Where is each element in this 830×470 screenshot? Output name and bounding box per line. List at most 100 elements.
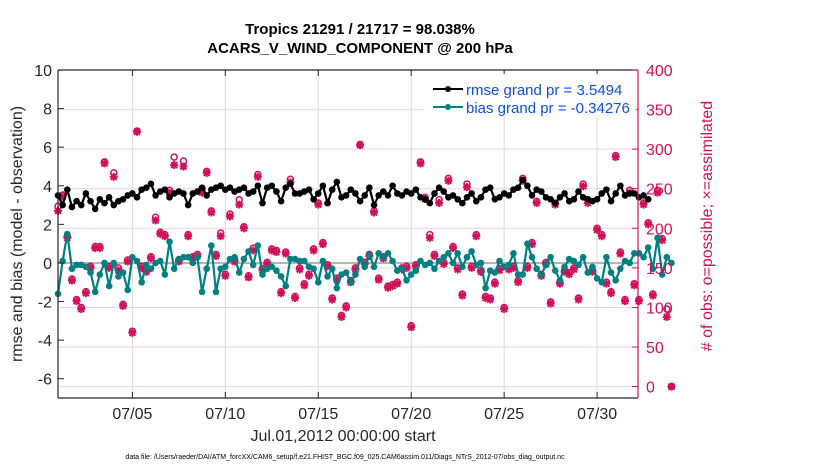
bias-point [435, 257, 443, 265]
asterisk-stroke [128, 329, 137, 337]
asterisk-stroke [110, 173, 118, 181]
bias-point [630, 249, 638, 257]
asterisk-stroke [523, 264, 532, 272]
asterisk-stroke [546, 299, 555, 308]
obs-assimilated-marker [300, 281, 309, 290]
asterisk-stroke [272, 248, 281, 256]
asterisk-stroke [77, 305, 85, 313]
rmse-series [54, 176, 652, 213]
rmse-point [101, 199, 108, 207]
rmse-point [110, 201, 118, 209]
obs-assimilated-marker [119, 301, 128, 310]
rmse-point [328, 186, 336, 193]
bias-point [542, 261, 550, 269]
bias-point [203, 265, 211, 273]
rmse-point [105, 194, 113, 201]
bias-point [208, 242, 215, 249]
asterisk-stroke [430, 252, 439, 260]
obs-possible-marker [170, 153, 178, 161]
rmse-point [73, 197, 80, 205]
obs-assimilated-marker [291, 293, 300, 302]
obs-assimilated-marker [500, 305, 509, 314]
bias-point [468, 248, 475, 255]
asterisk-stroke [616, 249, 625, 258]
bias-point [143, 261, 150, 269]
bias-point [380, 253, 387, 261]
obs-assimilated-marker [244, 273, 253, 282]
bias-point [310, 265, 317, 273]
asterisk-stroke [598, 232, 606, 240]
obs-assimilated-marker [393, 279, 402, 288]
bias-point [282, 282, 290, 290]
rmse-point [68, 203, 76, 211]
y2-axis-label: # of obs: o=possible; ×=assimilated [699, 101, 716, 351]
rmse-point [342, 192, 350, 199]
bias-point [156, 257, 164, 265]
obs-assimilated-marker [407, 323, 416, 332]
bias-point [407, 271, 415, 278]
rmse-point [449, 192, 457, 199]
bias-point [231, 253, 238, 261]
rmse-point [486, 184, 494, 191]
asterisk-stroke [528, 240, 536, 248]
rmse-point [384, 192, 392, 199]
y-tick-label: 2 [43, 217, 52, 234]
rmse-point [463, 194, 471, 201]
obs-assimilated-marker [235, 200, 244, 209]
bias-point [87, 269, 94, 276]
obs-assimilated-marker [72, 297, 81, 306]
rmse-point [184, 201, 192, 209]
asterisk-stroke [416, 159, 425, 168]
obs-assimilated-marker [569, 265, 578, 274]
rmse-point [63, 186, 71, 193]
bias-point [635, 249, 643, 257]
obs-assimilated-marker [133, 127, 142, 136]
obs-assimilated-marker [435, 198, 444, 207]
bias-point [366, 251, 373, 259]
bias-point [314, 278, 322, 286]
rmse-point [161, 186, 169, 193]
asterisk-stroke [277, 289, 285, 297]
rmse-point [496, 194, 503, 201]
obs-assimilated-marker [95, 244, 104, 253]
bias-point [426, 259, 434, 267]
obs-assimilated-marker [449, 244, 458, 253]
rmse-point [459, 199, 466, 207]
obs-assimilated-marker [207, 208, 216, 217]
bias-point [579, 253, 587, 261]
rmse-point [77, 201, 85, 209]
rmse-point [556, 194, 564, 201]
obs-assimilated-marker [662, 312, 671, 321]
obs-assimilated-marker [109, 172, 118, 181]
y-tick-label: 4 [43, 179, 52, 196]
asterisk-stroke [170, 161, 178, 169]
bias-point [528, 253, 536, 261]
bias-point [584, 269, 592, 276]
bias-point [412, 267, 420, 274]
obs-assimilated-marker [281, 249, 290, 258]
x-tick-label: 07/10 [205, 406, 245, 423]
chart-subtitle: ACARS_V_WIND_COMPONENT @ 200 hPa [207, 40, 513, 57]
bias-point [514, 271, 522, 278]
asterisk-stroke [147, 254, 155, 263]
asterisk-stroke [481, 294, 490, 302]
bias-point [431, 265, 438, 273]
rmse-point [538, 188, 545, 195]
bias-point [612, 277, 619, 284]
bias-point [626, 259, 633, 267]
x-tick-label: 07/30 [577, 406, 617, 423]
bias-point [138, 278, 145, 286]
rmse-point [310, 195, 317, 203]
legend-rmse-marker [445, 86, 451, 92]
rmse-point [528, 192, 536, 199]
bias-point [319, 257, 327, 265]
asterisk-stroke [574, 295, 583, 304]
bias-point [449, 259, 457, 267]
y-tick-label: -2 [38, 295, 52, 312]
bias-point [63, 230, 71, 238]
y2-tick-label: 350 [646, 103, 673, 120]
asterisk-stroke [82, 289, 90, 297]
obs-assimilated-marker [309, 246, 318, 255]
bias-point [417, 257, 424, 265]
bias-point [538, 271, 545, 278]
